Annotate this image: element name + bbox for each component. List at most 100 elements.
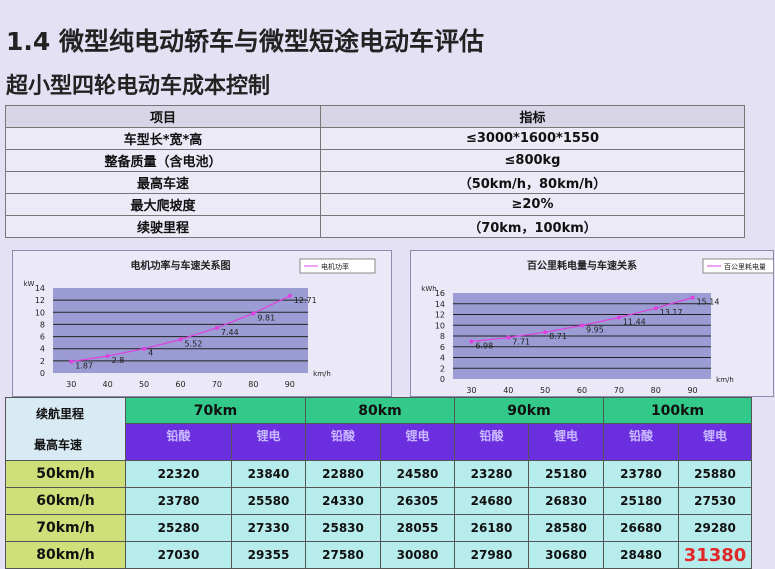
- x-tick-label: 30: [66, 380, 76, 389]
- cost-cell: 28580: [528, 514, 604, 542]
- cost-cell: 27980: [454, 541, 529, 569]
- spec-label: 最高车速: [5, 171, 321, 194]
- battery-type-header: 锂电: [678, 423, 752, 461]
- x-tick-label: 60: [577, 386, 587, 395]
- legend-box: [299, 258, 376, 274]
- data-label: 8.71: [549, 332, 567, 341]
- cost-cell: 24330: [305, 487, 381, 515]
- data-label: 4: [148, 349, 153, 358]
- data-label: 7.44: [221, 328, 239, 337]
- spec-value: （70km，100km）: [320, 215, 745, 238]
- range-header: 100km: [603, 397, 752, 424]
- corner-bottom-label: 最高车速: [34, 438, 83, 452]
- data-label: 11.44: [623, 318, 646, 327]
- data-point: [142, 346, 147, 351]
- cost-cell: 22880: [305, 460, 381, 488]
- table-row: 车型长*宽*高 ≤3000*1600*1550: [5, 127, 745, 150]
- cost-cell: 27030: [125, 541, 232, 569]
- spec-value: ≤800kg: [320, 149, 745, 172]
- y-tick-label: 14: [435, 300, 445, 309]
- x-tick-label: 60: [175, 380, 185, 389]
- battery-type-header: 铅酸: [125, 423, 232, 461]
- cost-cell: 25580: [231, 487, 306, 515]
- data-point: [616, 315, 621, 320]
- battery-type-header: 锂电: [380, 423, 455, 461]
- highlighted-cost-cell: 31380: [678, 541, 752, 569]
- data-point: [251, 311, 256, 316]
- cost-cell: 30680: [528, 541, 604, 569]
- battery-type-header: 锂电: [528, 423, 604, 461]
- y-tick-label: 14: [35, 284, 45, 293]
- speed-label: 60km/h: [5, 487, 126, 515]
- cost-cell: 25180: [603, 487, 679, 515]
- data-label: 2.8: [112, 356, 125, 365]
- range-header-row: 续航里程 最高车速 70km 80km 90km 100km: [5, 397, 752, 461]
- battery-type-header: 铅酸: [454, 423, 529, 461]
- x-axis-label: km/h: [716, 376, 734, 384]
- data-label: 15.14: [697, 298, 720, 307]
- data-point: [69, 359, 74, 364]
- data-point: [506, 335, 511, 340]
- cost-cell: 27330: [231, 514, 306, 542]
- data-label: 13.17: [660, 308, 683, 317]
- legend-label: 百公里耗电量: [724, 262, 766, 271]
- motor-power-chart: 电机功率与车速关系图 0 2 4 6 8 10 12 14 30 40 50 60 70 80 90 km/h k…: [12, 250, 392, 397]
- cost-cell: 26830: [528, 487, 604, 515]
- cost-cell: 29280: [678, 514, 752, 542]
- x-tick-label: 90: [285, 380, 295, 389]
- cost-cell: 25880: [678, 460, 752, 488]
- y-tick-label: 10: [35, 308, 45, 317]
- cost-cell: 23280: [454, 460, 529, 488]
- table-row: 最大爬坡度 ≥20%: [5, 193, 745, 216]
- y-tick-label: 4: [440, 354, 445, 363]
- y-tick-label: 8: [40, 320, 45, 329]
- data-point: [580, 323, 584, 328]
- x-tick-label: 40: [103, 380, 113, 389]
- spec-value: ≤3000*1600*1550: [320, 127, 745, 150]
- cost-cell: 24680: [454, 487, 529, 515]
- speed-label: 70km/h: [5, 514, 126, 542]
- cost-table: 续航里程 最高车速 70km 80km 90km 100km 铅酸 锂电 铅酸 锂电 铅酸 锂电 铅酸锂…: [5, 397, 752, 569]
- cost-cell: 28480: [603, 541, 679, 569]
- x-tick-label: 90: [687, 386, 697, 395]
- y-tick-label: 0: [440, 375, 445, 384]
- data-point: [690, 295, 695, 300]
- data-label: 7.71: [512, 338, 530, 347]
- data-point: [287, 293, 292, 298]
- plot-area: [53, 288, 308, 373]
- cost-cell: 25280: [125, 514, 232, 542]
- table-row: 50km/h 22320 23840 22880 24580 23280 25180 2378…: [5, 460, 752, 488]
- data-point: [543, 330, 548, 335]
- cost-cell: 24580: [380, 460, 455, 488]
- y-tick-label: 16: [435, 289, 445, 298]
- y-tick-label: 6: [440, 343, 445, 352]
- data-label: 9.95: [586, 326, 604, 335]
- corner-top-label: 续航里程: [36, 407, 85, 421]
- y-tick-label: 12: [35, 296, 45, 305]
- cost-cell: 25830: [305, 514, 381, 542]
- speed-label: 80km/h: [5, 541, 126, 569]
- table-row: 60km/h 23780 25580 24330 26305 24680 26830 2518…: [5, 487, 752, 515]
- slide-subtitle: 超小型四轮电动车成本控制: [6, 74, 271, 99]
- data-point: [214, 325, 219, 330]
- y-axis-label: kW: [24, 280, 35, 288]
- data-label: 1.87: [75, 362, 93, 371]
- data-label: 5.52: [185, 339, 203, 348]
- legend-label: 电机功率: [321, 262, 349, 271]
- spec-label: 整备质量（含电池）: [5, 149, 321, 172]
- table-row: 70km/h 25280 27330 25830 28055 26180 28580 2668…: [5, 514, 752, 542]
- x-axis-label: km/h: [313, 370, 331, 378]
- y-tick-label: 2: [440, 364, 445, 373]
- table-row: 整备质量（含电池） ≤800kg: [5, 149, 745, 172]
- x-tick-label: 30: [466, 386, 476, 395]
- x-tick-label: 40: [503, 386, 513, 395]
- cost-cell: 23840: [231, 460, 306, 488]
- x-tick-label: 50: [540, 386, 550, 395]
- data-point: [105, 354, 110, 358]
- range-header: 80km: [305, 397, 455, 424]
- spec-value: （50km/h，80km/h）: [320, 171, 745, 194]
- y-tick-label: 2: [40, 357, 45, 366]
- battery-type-header: 铅酸: [305, 423, 381, 461]
- cost-cell: 27530: [678, 487, 752, 515]
- cost-cell: 29355: [231, 541, 306, 569]
